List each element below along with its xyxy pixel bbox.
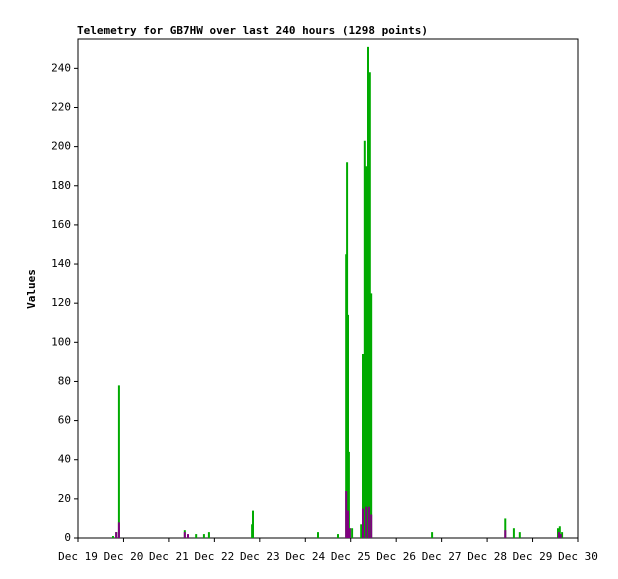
y-tick-label: 120 (51, 296, 71, 309)
x-tick-label: Dec 20 (104, 550, 144, 563)
y-tick-label: 200 (51, 140, 71, 153)
y-tick-label: 0 (64, 531, 71, 544)
y-tick-label: 80 (58, 374, 71, 387)
chart-title: Telemetry for GB7HW over last 240 hours … (77, 24, 428, 37)
x-tick-label: Dec 26 (376, 550, 416, 563)
x-tick-label: Dec 25 (331, 550, 371, 563)
x-tick-label: Dec 30 (558, 550, 598, 563)
x-tick-label: Dec 24 (285, 550, 325, 563)
plot-frame (77, 38, 579, 539)
y-tick-label: 60 (58, 414, 71, 427)
y-tick-label: 160 (51, 218, 71, 231)
x-tick-label: Dec 27 (422, 550, 462, 563)
x-tick-label: Dec 29 (513, 550, 553, 563)
x-tick-label: Dec 19 (58, 550, 98, 563)
y-tick-label: 240 (51, 61, 71, 74)
x-tick-label: Dec 22 (194, 550, 234, 563)
y-tick-label: 140 (51, 257, 71, 270)
x-tick-label: Dec 28 (467, 550, 507, 563)
x-tick-label: Dec 23 (240, 550, 280, 563)
y-tick-label: 40 (58, 453, 71, 466)
y-tick-label: 180 (51, 179, 71, 192)
x-tick-label: Dec 21 (149, 550, 189, 563)
y-tick-label: 20 (58, 492, 71, 505)
y-tick-label: 100 (51, 335, 71, 348)
y-tick-label: 220 (51, 100, 71, 113)
y-axis-label: Values (25, 269, 38, 309)
